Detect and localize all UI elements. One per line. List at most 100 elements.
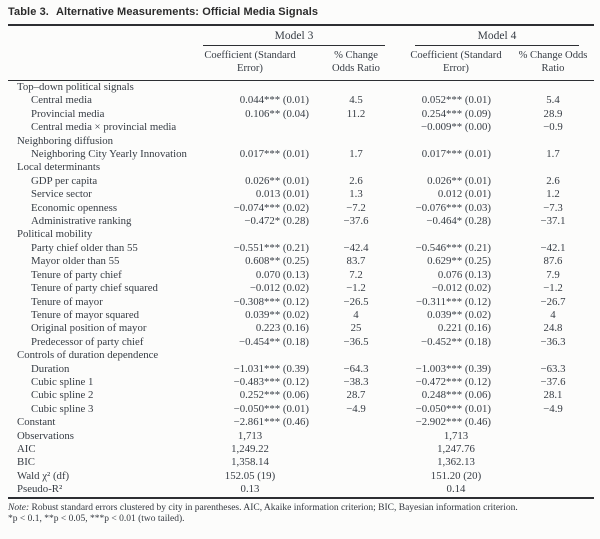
table-row: Neighboring City Yearly Innovation 0.017*…	[8, 148, 594, 161]
model4-pct-change: 2.6	[546, 174, 560, 187]
model3-coefficient: 0.039** (0.02)	[245, 308, 309, 321]
table-row: Tenure of mayor squared 0.039** (0.02) 4 0.…	[8, 309, 594, 322]
group-header-label: Neighboring diffusion	[17, 134, 114, 147]
row-label: Tenure of mayor	[31, 295, 103, 308]
model4-pct-change: 1.7	[546, 148, 560, 161]
row-label: Neighboring City Yearly Innovation	[31, 148, 187, 161]
model4-pct-change: 1.2	[546, 188, 560, 201]
model3-coefficient: −0.050*** (0.01)	[233, 402, 309, 415]
table-body: Top–down political signals Central media 0…	[8, 81, 594, 497]
row-label: Wald χ² (df)	[17, 469, 70, 482]
row-label: Constant	[17, 416, 56, 429]
model4-coefficient: 0.248*** (0.06)	[421, 389, 491, 402]
model3-coefficient: 0.044*** (0.01)	[239, 94, 309, 107]
model4-coefficient: 0.039** (0.02)	[427, 308, 491, 321]
model3-summary-value: 0.13	[240, 483, 260, 496]
model4-pct-change: −37.1	[540, 215, 566, 228]
group-row: Local determinants	[8, 161, 594, 174]
row-label: AIC	[17, 442, 36, 455]
model4-pct-change: −1.2	[543, 282, 563, 295]
model4-pct-change: 24.8	[543, 322, 563, 335]
model4-coefficient-header: Coefficient (Standard Error)	[410, 50, 502, 74]
table-caption: Alternative Measurements: Official Media…	[55, 6, 319, 18]
table-row: Party chief older than 55 −0.551*** (0.21…	[8, 242, 594, 255]
model4-coefficient: −2.902*** (0.46)	[415, 416, 491, 429]
row-label: Mayor older than 55	[31, 255, 120, 268]
model3-pct-change: 2.6	[349, 174, 363, 187]
model4-pct-change	[512, 470, 594, 483]
model3-coefficient: −0.454** (0.18)	[239, 335, 309, 348]
model4-coefficient: −1.003*** (0.39)	[415, 362, 491, 375]
model3-pct-change: −1.2	[346, 282, 366, 295]
bottom-rule	[8, 496, 594, 499]
model3-coefficient: 0.070 (0.13)	[255, 268, 309, 281]
model3-coefficient: 0.252*** (0.06)	[239, 389, 309, 402]
row-label: Central media	[31, 94, 92, 107]
model3-coefficient: 0.106** (0.04)	[245, 107, 309, 120]
header-rule	[8, 80, 594, 81]
row-label: Service sector	[31, 188, 92, 201]
table-row: Central media 0.044*** (0.01) 4.5 0.052*** …	[8, 94, 594, 107]
model3-pct-change: 1.3	[349, 188, 363, 201]
row-label: Tenure of party chief squared	[31, 282, 158, 295]
table-row: Tenure of party chief squared −0.012 (0.0…	[8, 282, 594, 295]
row-label: Administrative ranking	[31, 215, 132, 228]
table-row: Provincial media 0.106** (0.04) 11.2 0.254*…	[8, 108, 594, 121]
model4-pct-change: 28.9	[543, 107, 563, 120]
table-row: Original position of mayor 0.223 (0.16) 25…	[8, 322, 594, 335]
model4-coefficient: −0.076*** (0.03)	[415, 201, 491, 214]
model4-pct-change: −7.3	[543, 201, 563, 214]
model4-coefficient: −0.050*** (0.01)	[415, 402, 491, 415]
model3-pct-change: 4.5	[349, 94, 363, 107]
model4-coefficient: 0.012 (0.01)	[437, 188, 491, 201]
row-label: Predecessor of party chief	[31, 335, 144, 348]
group-header-label: Controls of duration dependence	[17, 349, 159, 362]
model3-pct-change: 28.7	[346, 389, 366, 402]
model4-coefficient: −0.472*** (0.12)	[415, 375, 491, 388]
model3-summary-value: 1,358.14	[231, 456, 269, 469]
model3-coefficient: −1.031*** (0.39)	[233, 362, 309, 375]
row-label: Tenure of mayor squared	[31, 308, 140, 321]
table-row: Duration −1.031*** (0.39) −64.3 −1.003*** (…	[8, 363, 594, 376]
note-text: Robust standard errors clustered by city…	[31, 502, 518, 513]
model3-coefficient: 0.017*** (0.01)	[239, 148, 309, 161]
model3-pct-change	[312, 121, 400, 134]
model4-pct-change	[512, 483, 594, 496]
model4-coefficient: 0.026** (0.01)	[427, 174, 491, 187]
model3-coefficient: −0.308*** (0.12)	[233, 295, 309, 308]
row-label: BIC	[17, 456, 35, 469]
model3-coefficient: −0.483*** (0.12)	[233, 375, 309, 388]
model3-coefficient: −0.472* (0.28)	[244, 215, 309, 228]
row-label: Party chief older than 55	[31, 241, 138, 254]
model4-pct-change	[512, 430, 594, 443]
model3-header-cell: Model 3	[188, 30, 400, 46]
row-label: GDP per capita	[31, 174, 98, 187]
model3-pct-change	[312, 456, 400, 469]
header-spacer	[8, 50, 188, 75]
model3-pct-change: 11.2	[346, 107, 366, 120]
model4-summary-value: 151.20 (20)	[430, 469, 482, 482]
model4-pct-change: 87.6	[543, 255, 563, 268]
model4-coefficient: −0.009** (0.00)	[421, 121, 491, 134]
model3-header: Model 3	[203, 30, 385, 46]
model3-coefficient: 0.013 (0.01)	[255, 188, 309, 201]
group-header-label: Top–down political signals	[17, 81, 134, 93]
model4-summary-value: 0.14	[446, 483, 466, 496]
model3-pct-change	[312, 470, 400, 483]
row-label: Observations	[17, 429, 74, 442]
model4-coefficient: 0.017*** (0.01)	[421, 148, 491, 161]
model3-coefficient: −0.074*** (0.02)	[233, 201, 309, 214]
model4-coefficient: −0.452** (0.18)	[421, 335, 491, 348]
model3-pct-change: 1.7	[349, 148, 363, 161]
model4-pct-change: −0.9	[543, 121, 563, 134]
model4-coefficient: −0.464* (0.28)	[426, 215, 491, 228]
model4-pct-change: −42.1	[540, 241, 566, 254]
model4-pct-change: 5.4	[546, 94, 560, 107]
column-header-row: Coefficient (Standard Error) % Change Od…	[8, 46, 594, 80]
model3-summary-value: 152.05 (19)	[224, 469, 276, 482]
row-label: Original position of mayor	[31, 322, 147, 335]
row-label: Central media × provincial media	[31, 121, 177, 134]
row-label: Provincial media	[31, 107, 105, 120]
table-title: Table 3. Alternative Measurements: Offici…	[8, 4, 594, 24]
